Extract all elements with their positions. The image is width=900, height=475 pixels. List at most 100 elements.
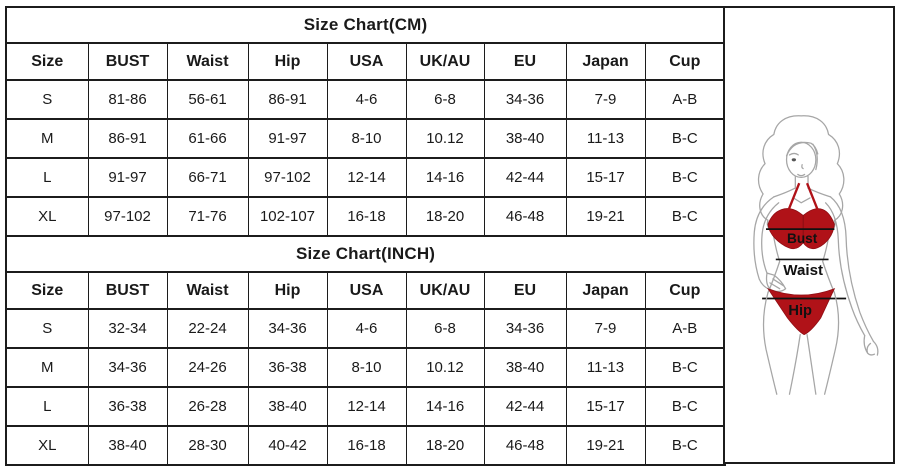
cell: B-C — [644, 118, 726, 159]
column-header: Waist — [166, 271, 249, 310]
table-row: XL 38-40 28-30 40-42 16-18 18-20 46-48 1… — [5, 425, 726, 466]
cell: B-C — [644, 347, 726, 388]
cell: 4-6 — [326, 79, 407, 120]
table-row: XL 97-102 71-76 102-107 16-18 18-20 46-4… — [5, 196, 726, 237]
size-chart-table: Size Chart(CM) Size BUST Waist Hip USA U… — [5, 6, 727, 466]
cell: 42-44 — [483, 386, 567, 427]
table-row: Size BUST Waist Hip USA UK/AU EU Japan C… — [5, 271, 726, 310]
figure-panel: Bust Waist Hip — [723, 6, 895, 464]
figure-bangs — [785, 141, 819, 157]
cell: 6-8 — [405, 79, 485, 120]
table-title-cm: Size Chart(CM) — [5, 6, 726, 44]
cell: 19-21 — [565, 425, 646, 466]
cell: 34-36 — [483, 79, 567, 120]
table-row: M 86-91 61-66 91-97 8-10 10.12 38-40 11-… — [5, 118, 726, 159]
cell: 7-9 — [565, 79, 646, 120]
bikini-straps — [786, 182, 820, 213]
size-cell: M — [5, 118, 89, 159]
cell: 40-42 — [247, 425, 328, 466]
cell: 12-14 — [326, 157, 407, 198]
cell: 7-9 — [565, 308, 646, 349]
waist-label: Waist — [783, 262, 823, 279]
table-row: Size Chart(INCH) — [5, 235, 726, 273]
cell: 42-44 — [483, 157, 567, 198]
figure-torso-sides — [767, 231, 836, 294]
figure-eye — [791, 158, 797, 162]
column-header: EU — [483, 271, 567, 310]
table-row: L 36-38 26-28 38-40 12-14 14-16 42-44 15… — [5, 386, 726, 427]
table-row: Size BUST Waist Hip USA UK/AU EU Japan C… — [5, 42, 726, 81]
cell: 15-17 — [565, 386, 646, 427]
size-cell: XL — [5, 425, 89, 466]
column-header: USA — [326, 42, 407, 81]
cell: 66-71 — [166, 157, 249, 198]
table-row: S 81-86 56-61 86-91 4-6 6-8 34-36 7-9 A-… — [5, 79, 726, 120]
cell: 34-36 — [483, 308, 567, 349]
column-header: Size — [5, 271, 89, 310]
cell: 11-13 — [565, 347, 646, 388]
column-header: EU — [483, 42, 567, 81]
cell: A-B — [644, 79, 726, 120]
column-header: BUST — [87, 42, 168, 81]
cell: 19-21 — [565, 196, 646, 237]
size-cell: L — [5, 157, 89, 198]
cell: 10.12 — [405, 347, 485, 388]
cell: 26-28 — [166, 386, 249, 427]
cell: A-B — [644, 308, 726, 349]
figure-face — [785, 141, 817, 179]
cell: 71-76 — [166, 196, 249, 237]
table-row: M 34-36 24-26 36-38 8-10 10.12 38-40 11-… — [5, 347, 726, 388]
cell: 36-38 — [87, 386, 168, 427]
figure-legs — [762, 291, 840, 395]
column-header: Hip — [247, 271, 328, 310]
cell: 16-18 — [326, 196, 407, 237]
column-header: Cup — [644, 271, 726, 310]
cell: 4-6 — [326, 308, 407, 349]
table-row: S 32-34 22-24 34-36 4-6 6-8 34-36 7-9 A-… — [5, 308, 726, 349]
cell: B-C — [644, 425, 726, 466]
figure-right-hand — [863, 334, 879, 356]
table-title-inch: Size Chart(INCH) — [5, 235, 726, 273]
cell: 14-16 — [405, 157, 485, 198]
size-cell: L — [5, 386, 89, 427]
cell: 15-17 — [565, 157, 646, 198]
column-header: Japan — [565, 42, 646, 81]
cell: 97-102 — [87, 196, 168, 237]
figure-mouth — [797, 173, 806, 177]
column-header: Japan — [565, 271, 646, 310]
figure-left-arm — [753, 196, 780, 291]
cell: 38-40 — [87, 425, 168, 466]
cell: 36-38 — [247, 347, 328, 388]
cell: 61-66 — [166, 118, 249, 159]
figure-eyebrow — [788, 152, 799, 156]
cell: 14-16 — [405, 386, 485, 427]
cell: 22-24 — [166, 308, 249, 349]
bust-label: Bust — [787, 231, 818, 246]
size-cell: S — [5, 308, 89, 349]
column-header: UK/AU — [405, 271, 485, 310]
hip-label: Hip — [788, 303, 812, 319]
figure-nose — [801, 164, 804, 170]
column-header: Cup — [644, 42, 726, 81]
column-header: UK/AU — [405, 42, 485, 81]
column-header: Size — [5, 42, 89, 81]
cell: 18-20 — [405, 425, 485, 466]
cell: 34-36 — [247, 308, 328, 349]
cell: 8-10 — [326, 347, 407, 388]
cell: 32-34 — [87, 308, 168, 349]
cell: B-C — [644, 386, 726, 427]
column-header: Waist — [166, 42, 249, 81]
size-cell: S — [5, 79, 89, 120]
cell: 6-8 — [405, 308, 485, 349]
column-header: USA — [326, 271, 407, 310]
bikini-bottom — [766, 287, 836, 336]
cell: 46-48 — [483, 196, 567, 237]
cell: 38-40 — [483, 347, 567, 388]
column-header: Hip — [247, 42, 328, 81]
cell: 86-91 — [247, 79, 328, 120]
column-header: BUST — [87, 271, 168, 310]
size-cell: M — [5, 347, 89, 388]
cell: 86-91 — [87, 118, 168, 159]
cell: 34-36 — [87, 347, 168, 388]
cell: 97-102 — [247, 157, 328, 198]
